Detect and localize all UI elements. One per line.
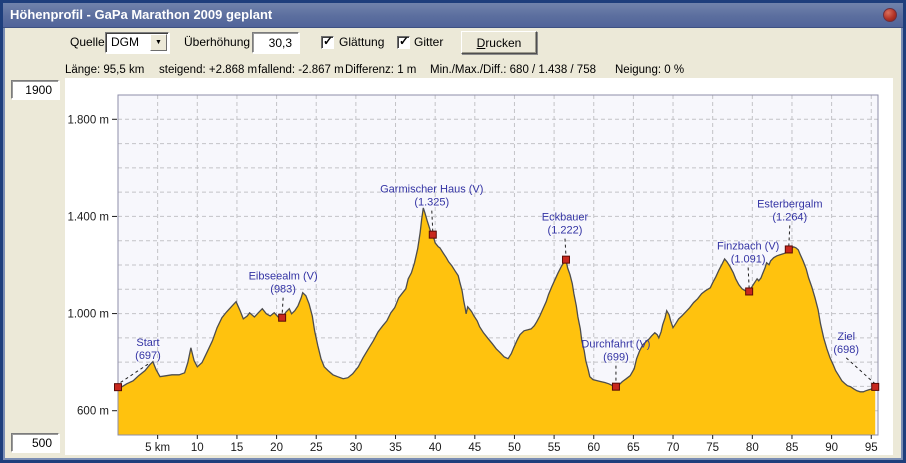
annotation-name: Durchfahrt (V) <box>581 339 650 351</box>
glaettung-label: Glättung <box>339 35 385 49</box>
waypoint-marker[interactable] <box>611 382 620 391</box>
x-tick-label: 95 <box>865 442 878 454</box>
y-tick-label: 1.800 m <box>67 114 109 126</box>
leader-line <box>117 363 149 385</box>
status-neigung: Neigung: 0 % <box>615 64 685 76</box>
annotation-value: (1.264) <box>772 211 807 223</box>
x-tick-label: 75 <box>706 442 719 454</box>
max-elevation-input[interactable] <box>11 80 59 99</box>
annotation-value: (698) <box>833 344 859 356</box>
annotation-name: Start <box>136 337 159 349</box>
waypoint-marker[interactable] <box>784 245 793 254</box>
leader-line <box>281 297 284 315</box>
x-tick-label: 60 <box>587 442 600 454</box>
annotation-value: (1.091) <box>731 253 766 265</box>
status-laenge: Länge: 95,5 km <box>65 64 145 76</box>
x-tick-label: 25 <box>310 442 323 454</box>
waypoint-marker[interactable] <box>745 287 754 296</box>
ueberhoehung-input[interactable] <box>252 32 299 53</box>
chart-panel: 600 m 1.000 m 1.400 m 1.800 m 5 km 10 15 20 25 30… <box>65 78 893 455</box>
x-tick-label: 80 <box>746 442 759 454</box>
drucken-button-label: Drucken <box>476 36 522 50</box>
drucken-button[interactable]: Drucken <box>461 31 537 54</box>
waypoint-marker[interactable] <box>278 313 287 322</box>
annotation-name: Ziel <box>837 331 855 343</box>
x-tick-label: 70 <box>667 442 680 454</box>
x-tick-label: 5 km <box>145 442 170 454</box>
waypoint-marker[interactable] <box>114 383 122 392</box>
annotation-name: Esterbergalm <box>757 198 822 210</box>
checkmark-icon: ✓ <box>399 34 410 48</box>
annotation-value: (699) <box>603 352 629 364</box>
elevation-line <box>117 207 876 393</box>
annotation-value: (697) <box>135 350 161 362</box>
y-tick-label: 1.400 m <box>67 211 109 223</box>
waypoint-marker[interactable] <box>561 255 570 264</box>
gitter-label: Gitter <box>414 35 444 49</box>
x-tick-label: 50 <box>508 442 521 454</box>
quelle-selected-value: DGM <box>111 35 139 49</box>
annotation-name: Finzbach (V) <box>717 240 779 252</box>
status-fallend: fallend: -2.867 m <box>258 64 344 76</box>
status-minmaxdiff: Min./Max./Diff.: 680 / 1.438 / 758 <box>430 64 596 76</box>
x-tick-label: 45 <box>468 442 481 454</box>
quelle-label: Quelle <box>70 35 105 49</box>
x-tick-label: 65 <box>627 442 640 454</box>
close-button[interactable] <box>883 8 897 22</box>
annotation-value: (1.222) <box>548 225 583 237</box>
checkmark-icon: ✓ <box>323 34 334 48</box>
window-title: Höhenprofil - GaPa Marathon 2009 geplant <box>10 7 273 22</box>
x-tick-label: 30 <box>349 442 362 454</box>
y-tick-label: 1.000 m <box>67 309 109 321</box>
glaettung-checkbox[interactable]: ✓ <box>321 34 334 49</box>
leader-line <box>845 357 876 385</box>
waypoint-marker[interactable] <box>871 382 880 391</box>
ueberhoehung-label: Überhöhung <box>184 35 251 49</box>
x-tick-label: 35 <box>389 442 402 454</box>
status-steigend: steigend: +2.868 m <box>159 64 258 76</box>
x-tick-label: 10 <box>191 442 204 454</box>
x-tick-label: 20 <box>270 442 283 454</box>
x-tick-label: 55 <box>548 442 561 454</box>
annotation-value: (983) <box>270 284 296 296</box>
annotation-name: Eckbauer <box>542 212 589 224</box>
titlebar: Höhenprofil - GaPa Marathon 2009 geplant <box>3 3 903 28</box>
y-tick-label: 600 m <box>77 406 109 418</box>
waypoint-marker[interactable] <box>428 230 437 239</box>
status-differenz: Differenz: 1 m <box>345 64 417 76</box>
x-tick-label: 85 <box>786 442 799 454</box>
quelle-dropdown[interactable]: DGM ▼ <box>105 32 169 53</box>
min-elevation-input[interactable] <box>11 433 59 452</box>
x-tick-label: 90 <box>825 442 838 454</box>
annotation-value: (1.325) <box>414 197 449 209</box>
plot-border <box>117 94 879 436</box>
dropdown-arrow-icon[interactable]: ▼ <box>150 34 167 51</box>
elevation-area <box>118 207 876 435</box>
gitter-checkbox[interactable]: ✓ <box>397 34 410 49</box>
annotation-name: Garmischer Haus (V) <box>380 184 483 196</box>
x-tick-label: 40 <box>429 442 442 454</box>
x-tick-label: 15 <box>231 442 244 454</box>
annotation-name: Eibseealm (V) <box>249 271 318 283</box>
elevation-chart: 600 m 1.000 m 1.400 m 1.800 m 5 km 10 15 20 25 30… <box>67 94 880 454</box>
